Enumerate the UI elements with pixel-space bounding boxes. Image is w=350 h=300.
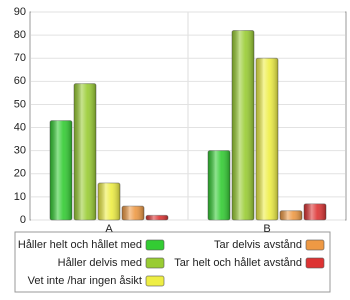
legend-box: [14, 231, 331, 293]
bar: [255, 57, 279, 221]
bar: [145, 214, 169, 221]
y-tick-label: 20: [14, 168, 26, 180]
legend-swatch: [305, 257, 325, 269]
y-tick-label: 90: [14, 6, 26, 18]
y-tick-label: 0: [20, 214, 26, 226]
bar: [49, 120, 73, 221]
legend-label: Håller helt och hållet med: [18, 239, 142, 251]
legend-swatch: [145, 239, 165, 251]
bar: [303, 203, 327, 221]
bar: [207, 150, 231, 221]
y-tick-label: 40: [14, 121, 26, 133]
y-tick-label: 10: [14, 191, 26, 203]
x-tick-label: B: [263, 223, 270, 235]
bar: [73, 83, 97, 221]
bar: [121, 205, 145, 221]
legend-label: Håller delvis med: [58, 257, 142, 269]
legend-swatch: [305, 239, 325, 251]
legend-swatch: [145, 257, 165, 269]
legend-label: Tar helt och hållet avstånd: [174, 257, 302, 269]
y-tick-label: 30: [14, 145, 26, 157]
y-tick-label: 70: [14, 52, 26, 64]
bar: [279, 210, 303, 221]
legend-label: Vet inte /har ingen åsikt: [28, 275, 142, 287]
bar: [231, 29, 255, 221]
bar: [97, 182, 121, 221]
y-tick-label: 80: [14, 29, 26, 41]
legend-swatch: [145, 275, 165, 287]
y-tick-label: 50: [14, 98, 26, 110]
x-tick-label: A: [105, 223, 113, 235]
legend-label: Tar delvis avstånd: [214, 239, 302, 251]
y-tick-label: 60: [14, 75, 26, 87]
